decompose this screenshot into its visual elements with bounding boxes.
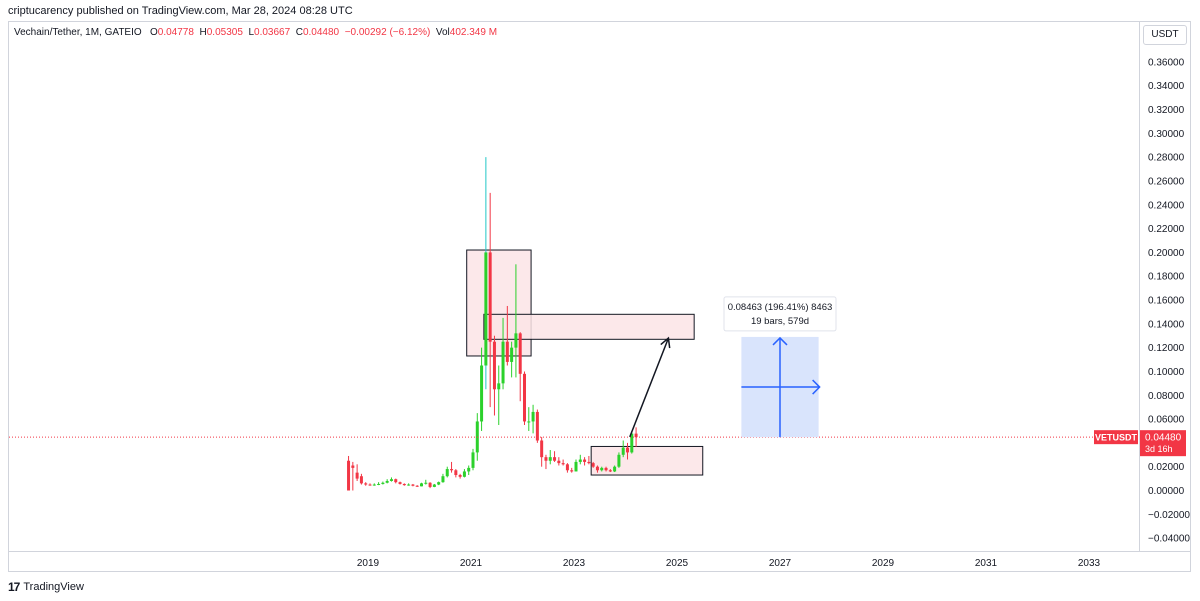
tradingview-logo-icon: 17 — [8, 580, 20, 594]
currency-button[interactable]: USDT — [1143, 25, 1187, 45]
legend-symbol: Vechain/Tether, 1M, GATEIO — [14, 27, 142, 38]
legend-low-label: L — [248, 27, 255, 38]
time-axis-divider — [8, 551, 1191, 552]
legend-open-label: O — [150, 27, 158, 38]
symbol-legend: Vechain/Tether, 1M, GATEIO O0.04778 H0.0… — [14, 27, 497, 38]
price-axis-divider — [1139, 21, 1140, 551]
legend-close: 0.04480 — [302, 27, 340, 38]
legend-high: 0.05305 — [206, 27, 243, 38]
tradingview-brand: TradingView — [23, 581, 84, 593]
legend-high-label: H — [199, 27, 207, 38]
legend-open: 0.04778 — [157, 27, 194, 38]
legend-change: −0.00292 (−6.12%) — [344, 27, 431, 38]
legend-close-label: C — [295, 27, 303, 38]
tradingview-logo: 17 TradingView — [8, 580, 84, 594]
legend-low: 0.03667 — [254, 27, 291, 38]
chart-frame — [8, 21, 1191, 572]
publisher-line: criptucarency published on TradingView.c… — [8, 5, 353, 17]
legend-vol: 402.349 M — [449, 27, 498, 38]
legend-vol-label: Vol — [435, 27, 450, 38]
